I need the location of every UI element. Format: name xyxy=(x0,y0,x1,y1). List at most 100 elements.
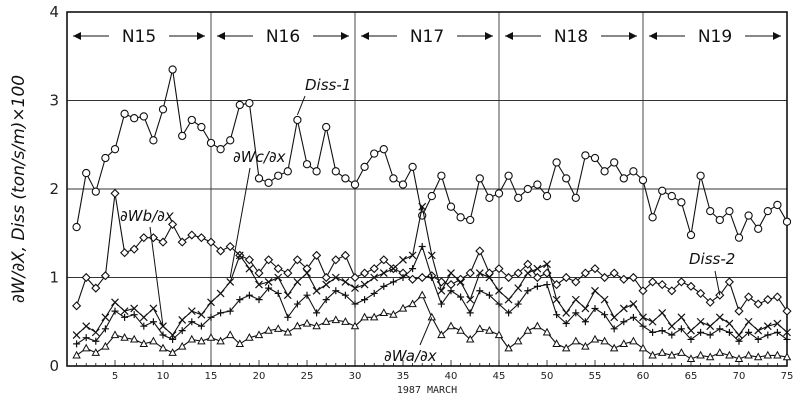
data-point xyxy=(149,336,158,345)
data-point xyxy=(763,322,772,331)
x-tick-label: 75 xyxy=(781,371,794,382)
data-point xyxy=(274,273,283,282)
x-axis-label: 1987 MARCH xyxy=(397,385,457,396)
data-point xyxy=(91,348,101,356)
data-point xyxy=(648,213,657,222)
data-point xyxy=(648,350,657,359)
data-point xyxy=(360,162,369,172)
data-point xyxy=(120,307,129,316)
data-point xyxy=(370,289,378,297)
data-point xyxy=(408,162,417,172)
annotation-text: ∂Wa/∂x xyxy=(384,347,437,365)
data-point xyxy=(293,278,302,286)
segment-n18: N18 xyxy=(505,27,637,47)
data-point xyxy=(533,282,541,290)
data-point xyxy=(360,268,370,278)
data-point xyxy=(561,343,571,352)
data-point xyxy=(754,224,763,233)
data-point xyxy=(495,300,503,308)
data-point xyxy=(73,340,81,348)
data-point xyxy=(447,269,455,277)
data-point xyxy=(524,287,532,295)
data-point xyxy=(111,307,119,315)
data-point xyxy=(734,233,744,242)
data-point xyxy=(610,313,619,322)
x-tick-label: 50 xyxy=(541,371,554,382)
grid xyxy=(67,12,788,366)
x-tick-label: 55 xyxy=(589,371,602,382)
data-point xyxy=(245,333,254,341)
data-point xyxy=(283,291,292,300)
data-point xyxy=(705,297,715,307)
data-point xyxy=(735,337,743,345)
data-point xyxy=(437,300,445,308)
data-point xyxy=(399,274,407,281)
data-point xyxy=(571,336,581,345)
data-point xyxy=(207,313,215,321)
data-point xyxy=(283,167,292,176)
data-point xyxy=(552,339,561,347)
data-point xyxy=(350,180,360,189)
data-point xyxy=(72,301,82,311)
data-point xyxy=(206,333,216,341)
data-point xyxy=(81,343,91,352)
data-point xyxy=(649,328,657,336)
arrowhead-right xyxy=(485,32,493,40)
data-point xyxy=(149,136,158,145)
data-point xyxy=(514,300,522,308)
series-line xyxy=(76,193,788,313)
segment-band: N15 N16 N17 N18 N19 xyxy=(73,27,781,47)
data-point xyxy=(782,217,792,226)
segment-label: N16 xyxy=(266,27,300,47)
data-point xyxy=(72,222,81,232)
data-point xyxy=(121,313,129,321)
data-point xyxy=(101,341,110,350)
data-point xyxy=(552,158,561,167)
data-point xyxy=(341,291,349,299)
data-point xyxy=(217,309,225,317)
data-point xyxy=(543,281,551,289)
data-point xyxy=(744,317,753,326)
data-point xyxy=(619,174,628,183)
annotation-leader xyxy=(229,167,251,278)
data-point xyxy=(168,219,178,229)
data-point xyxy=(322,122,331,132)
data-point xyxy=(417,272,427,283)
data-point xyxy=(725,328,733,336)
data-point xyxy=(207,298,215,307)
data-point xyxy=(542,191,552,201)
data-point xyxy=(543,260,551,269)
data-point xyxy=(610,325,618,333)
data-point xyxy=(446,280,456,290)
data-point xyxy=(178,316,187,324)
data-point xyxy=(505,309,513,317)
data-point xyxy=(753,352,763,361)
data-point xyxy=(475,174,484,183)
data-point xyxy=(255,296,263,304)
data-point xyxy=(628,272,638,283)
data-point xyxy=(341,174,350,183)
data-point xyxy=(686,230,696,240)
data-point xyxy=(764,331,772,339)
data-point xyxy=(81,272,91,283)
data-point xyxy=(379,145,388,154)
data-point xyxy=(158,105,168,114)
data-point xyxy=(312,321,321,330)
tick-labels: 5 10 15 20 25 30 35 40 45 50 55 60 65 70 75 0 1 2 3 4 xyxy=(49,3,793,382)
data-point xyxy=(264,325,273,334)
data-point xyxy=(428,274,436,281)
data-point xyxy=(476,287,484,295)
data-point xyxy=(82,334,90,342)
data-point xyxy=(293,321,302,330)
data-point xyxy=(581,341,590,350)
data-point xyxy=(322,280,331,289)
data-point xyxy=(485,291,493,299)
annotation-leader xyxy=(296,95,306,116)
data-point xyxy=(542,327,552,336)
data-point xyxy=(668,331,676,339)
data-point xyxy=(130,311,138,319)
data-point xyxy=(370,273,379,282)
data-point xyxy=(283,327,293,336)
data-point xyxy=(360,312,369,321)
x-tick-label: 5 xyxy=(112,371,118,382)
